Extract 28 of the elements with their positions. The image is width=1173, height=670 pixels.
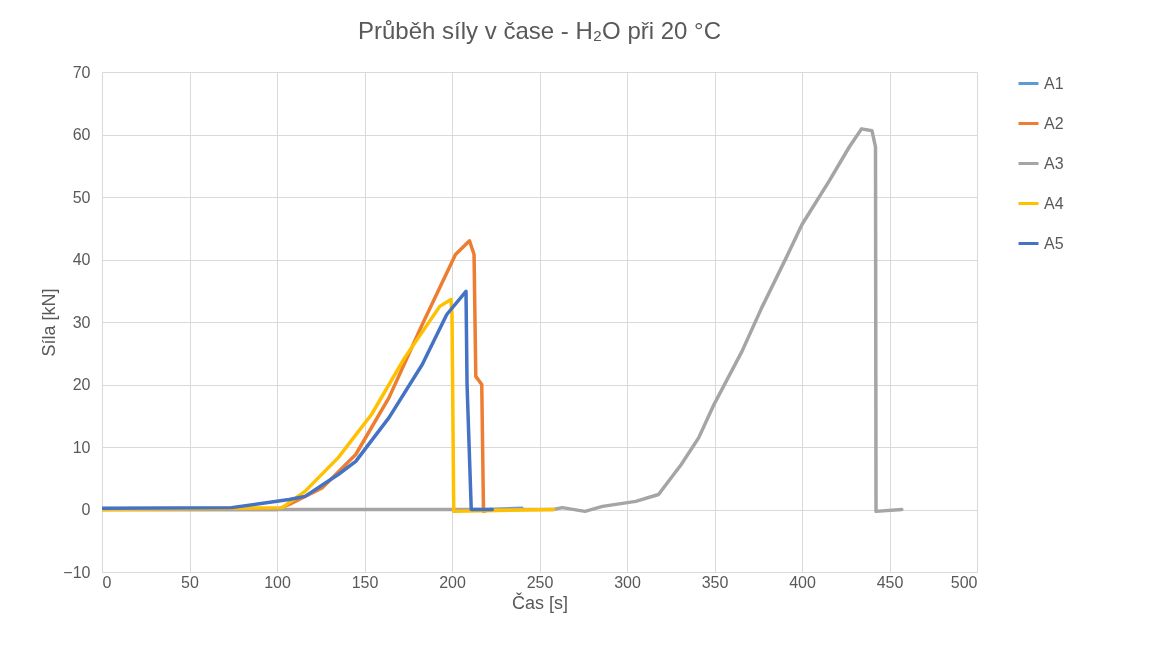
y-tick-label: 60 [72, 126, 91, 143]
x-tick-label: 0 [102, 573, 112, 591]
x-tick-label: 250 [526, 573, 554, 591]
y-axis-title: Síla [kN] [39, 288, 60, 357]
y-tick-label: 0 [81, 501, 91, 518]
legend-label: A3 [1044, 154, 1064, 172]
chart-title: Průběh síly v čase - H₂O při 20 °C [357, 17, 722, 44]
y-tick-label: 50 [72, 188, 91, 206]
x-tick-label: 150 [351, 573, 379, 591]
y-tick-label: 70 [72, 63, 91, 81]
legend-label: A4 [1044, 194, 1064, 212]
x-tick-label: 200 [439, 573, 466, 591]
legend-label: A1 [1044, 74, 1064, 92]
x-tick-label: 450 [876, 573, 904, 591]
legend-label: A5 [1044, 234, 1064, 252]
x-tick-label: 400 [789, 573, 816, 591]
x-tick-label: 500 [950, 573, 978, 591]
legend-label: A2 [1044, 114, 1064, 132]
y-tick-label: 40 [72, 251, 91, 268]
x-tick-label: 350 [701, 573, 729, 591]
x-axis-title: Čas [s] [511, 591, 569, 613]
x-tick-label: 300 [614, 573, 641, 591]
y-tick-label: −10 [63, 563, 91, 581]
y-tick-label: 30 [72, 313, 91, 331]
y-tick-label: 10 [72, 438, 91, 456]
x-tick-label: 100 [264, 573, 291, 591]
x-tick-label: 50 [181, 573, 199, 591]
y-tick-label: 20 [72, 376, 91, 393]
